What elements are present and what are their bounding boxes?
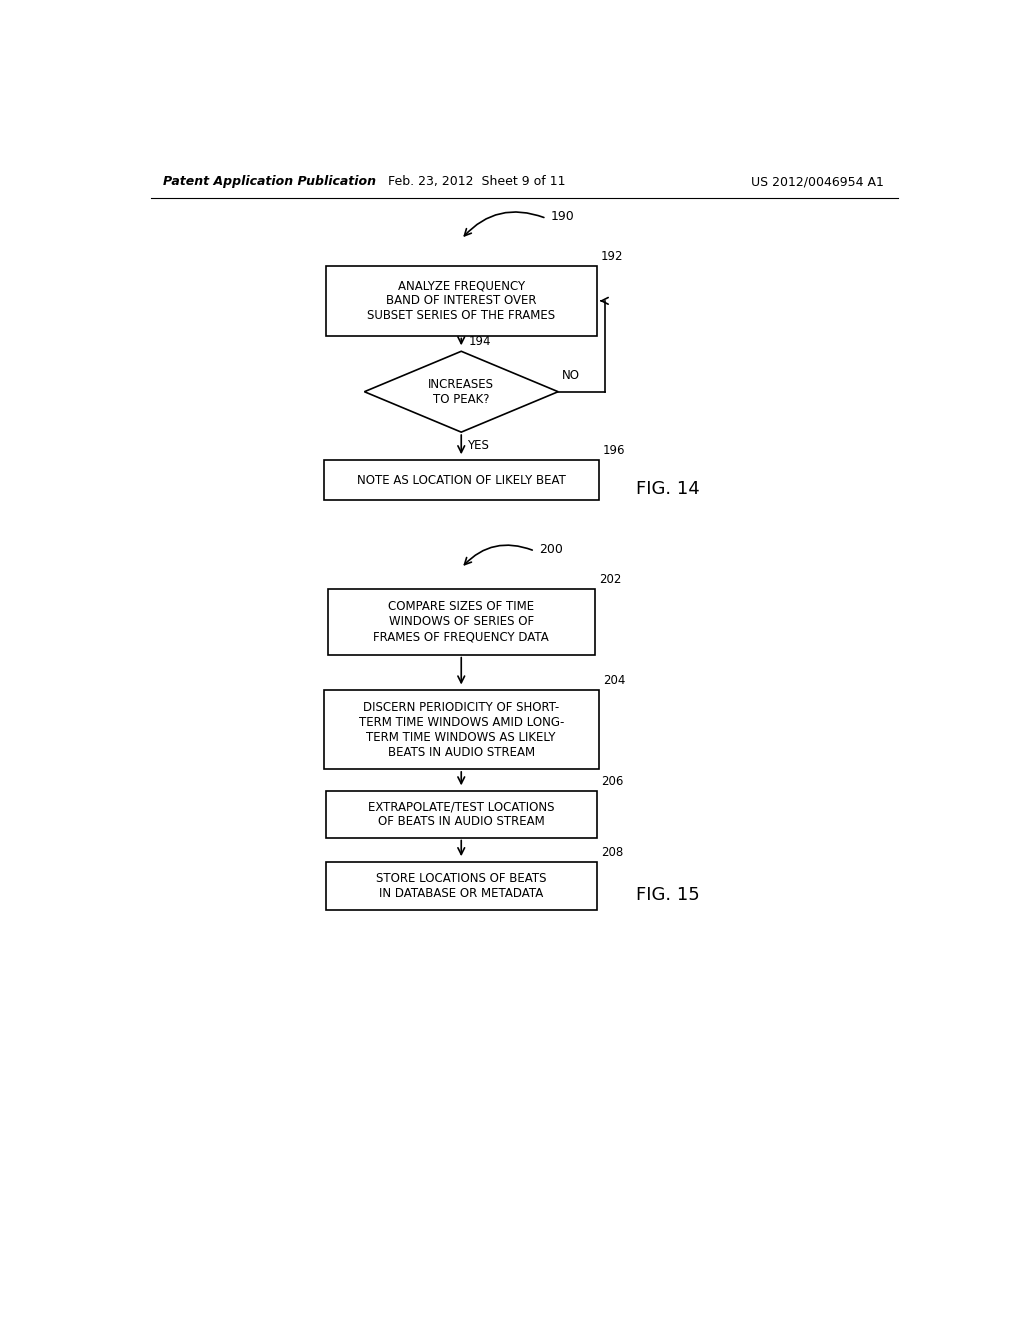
Text: Patent Application Publication: Patent Application Publication bbox=[163, 176, 376, 187]
Text: NOTE AS LOCATION OF LIKELY BEAT: NOTE AS LOCATION OF LIKELY BEAT bbox=[356, 474, 565, 487]
Text: NO: NO bbox=[562, 370, 580, 383]
Polygon shape bbox=[365, 351, 558, 432]
Text: 202: 202 bbox=[599, 573, 622, 586]
FancyBboxPatch shape bbox=[324, 461, 599, 500]
Text: FIG. 15: FIG. 15 bbox=[636, 886, 699, 904]
FancyBboxPatch shape bbox=[324, 690, 599, 770]
Text: Feb. 23, 2012  Sheet 9 of 11: Feb. 23, 2012 Sheet 9 of 11 bbox=[388, 176, 565, 187]
Text: 204: 204 bbox=[603, 675, 625, 688]
FancyBboxPatch shape bbox=[328, 589, 595, 655]
FancyBboxPatch shape bbox=[326, 862, 597, 909]
Text: FIG. 14: FIG. 14 bbox=[636, 480, 699, 499]
Text: EXTRAPOLATE/TEST LOCATIONS
OF BEATS IN AUDIO STREAM: EXTRAPOLATE/TEST LOCATIONS OF BEATS IN A… bbox=[368, 800, 555, 829]
Text: ANALYZE FREQUENCY
BAND OF INTEREST OVER
SUBSET SERIES OF THE FRAMES: ANALYZE FREQUENCY BAND OF INTEREST OVER … bbox=[368, 280, 555, 322]
Text: 200: 200 bbox=[539, 543, 562, 556]
Text: INCREASES
TO PEAK?: INCREASES TO PEAK? bbox=[428, 378, 495, 405]
Text: 206: 206 bbox=[601, 775, 624, 788]
Text: 190: 190 bbox=[550, 210, 574, 223]
Text: YES: YES bbox=[467, 438, 489, 451]
Text: DISCERN PERIODICITY OF SHORT-
TERM TIME WINDOWS AMID LONG-
TERM TIME WINDOWS AS : DISCERN PERIODICITY OF SHORT- TERM TIME … bbox=[358, 701, 564, 759]
Text: US 2012/0046954 A1: US 2012/0046954 A1 bbox=[751, 176, 884, 187]
Text: STORE LOCATIONS OF BEATS
IN DATABASE OR METADATA: STORE LOCATIONS OF BEATS IN DATABASE OR … bbox=[376, 873, 547, 900]
Text: 208: 208 bbox=[601, 846, 623, 859]
Text: 192: 192 bbox=[601, 249, 624, 263]
FancyBboxPatch shape bbox=[326, 267, 597, 335]
Text: 194: 194 bbox=[469, 335, 492, 348]
Text: COMPARE SIZES OF TIME
WINDOWS OF SERIES OF
FRAMES OF FREQUENCY DATA: COMPARE SIZES OF TIME WINDOWS OF SERIES … bbox=[374, 601, 549, 643]
Text: 196: 196 bbox=[603, 444, 626, 457]
FancyBboxPatch shape bbox=[326, 792, 597, 838]
